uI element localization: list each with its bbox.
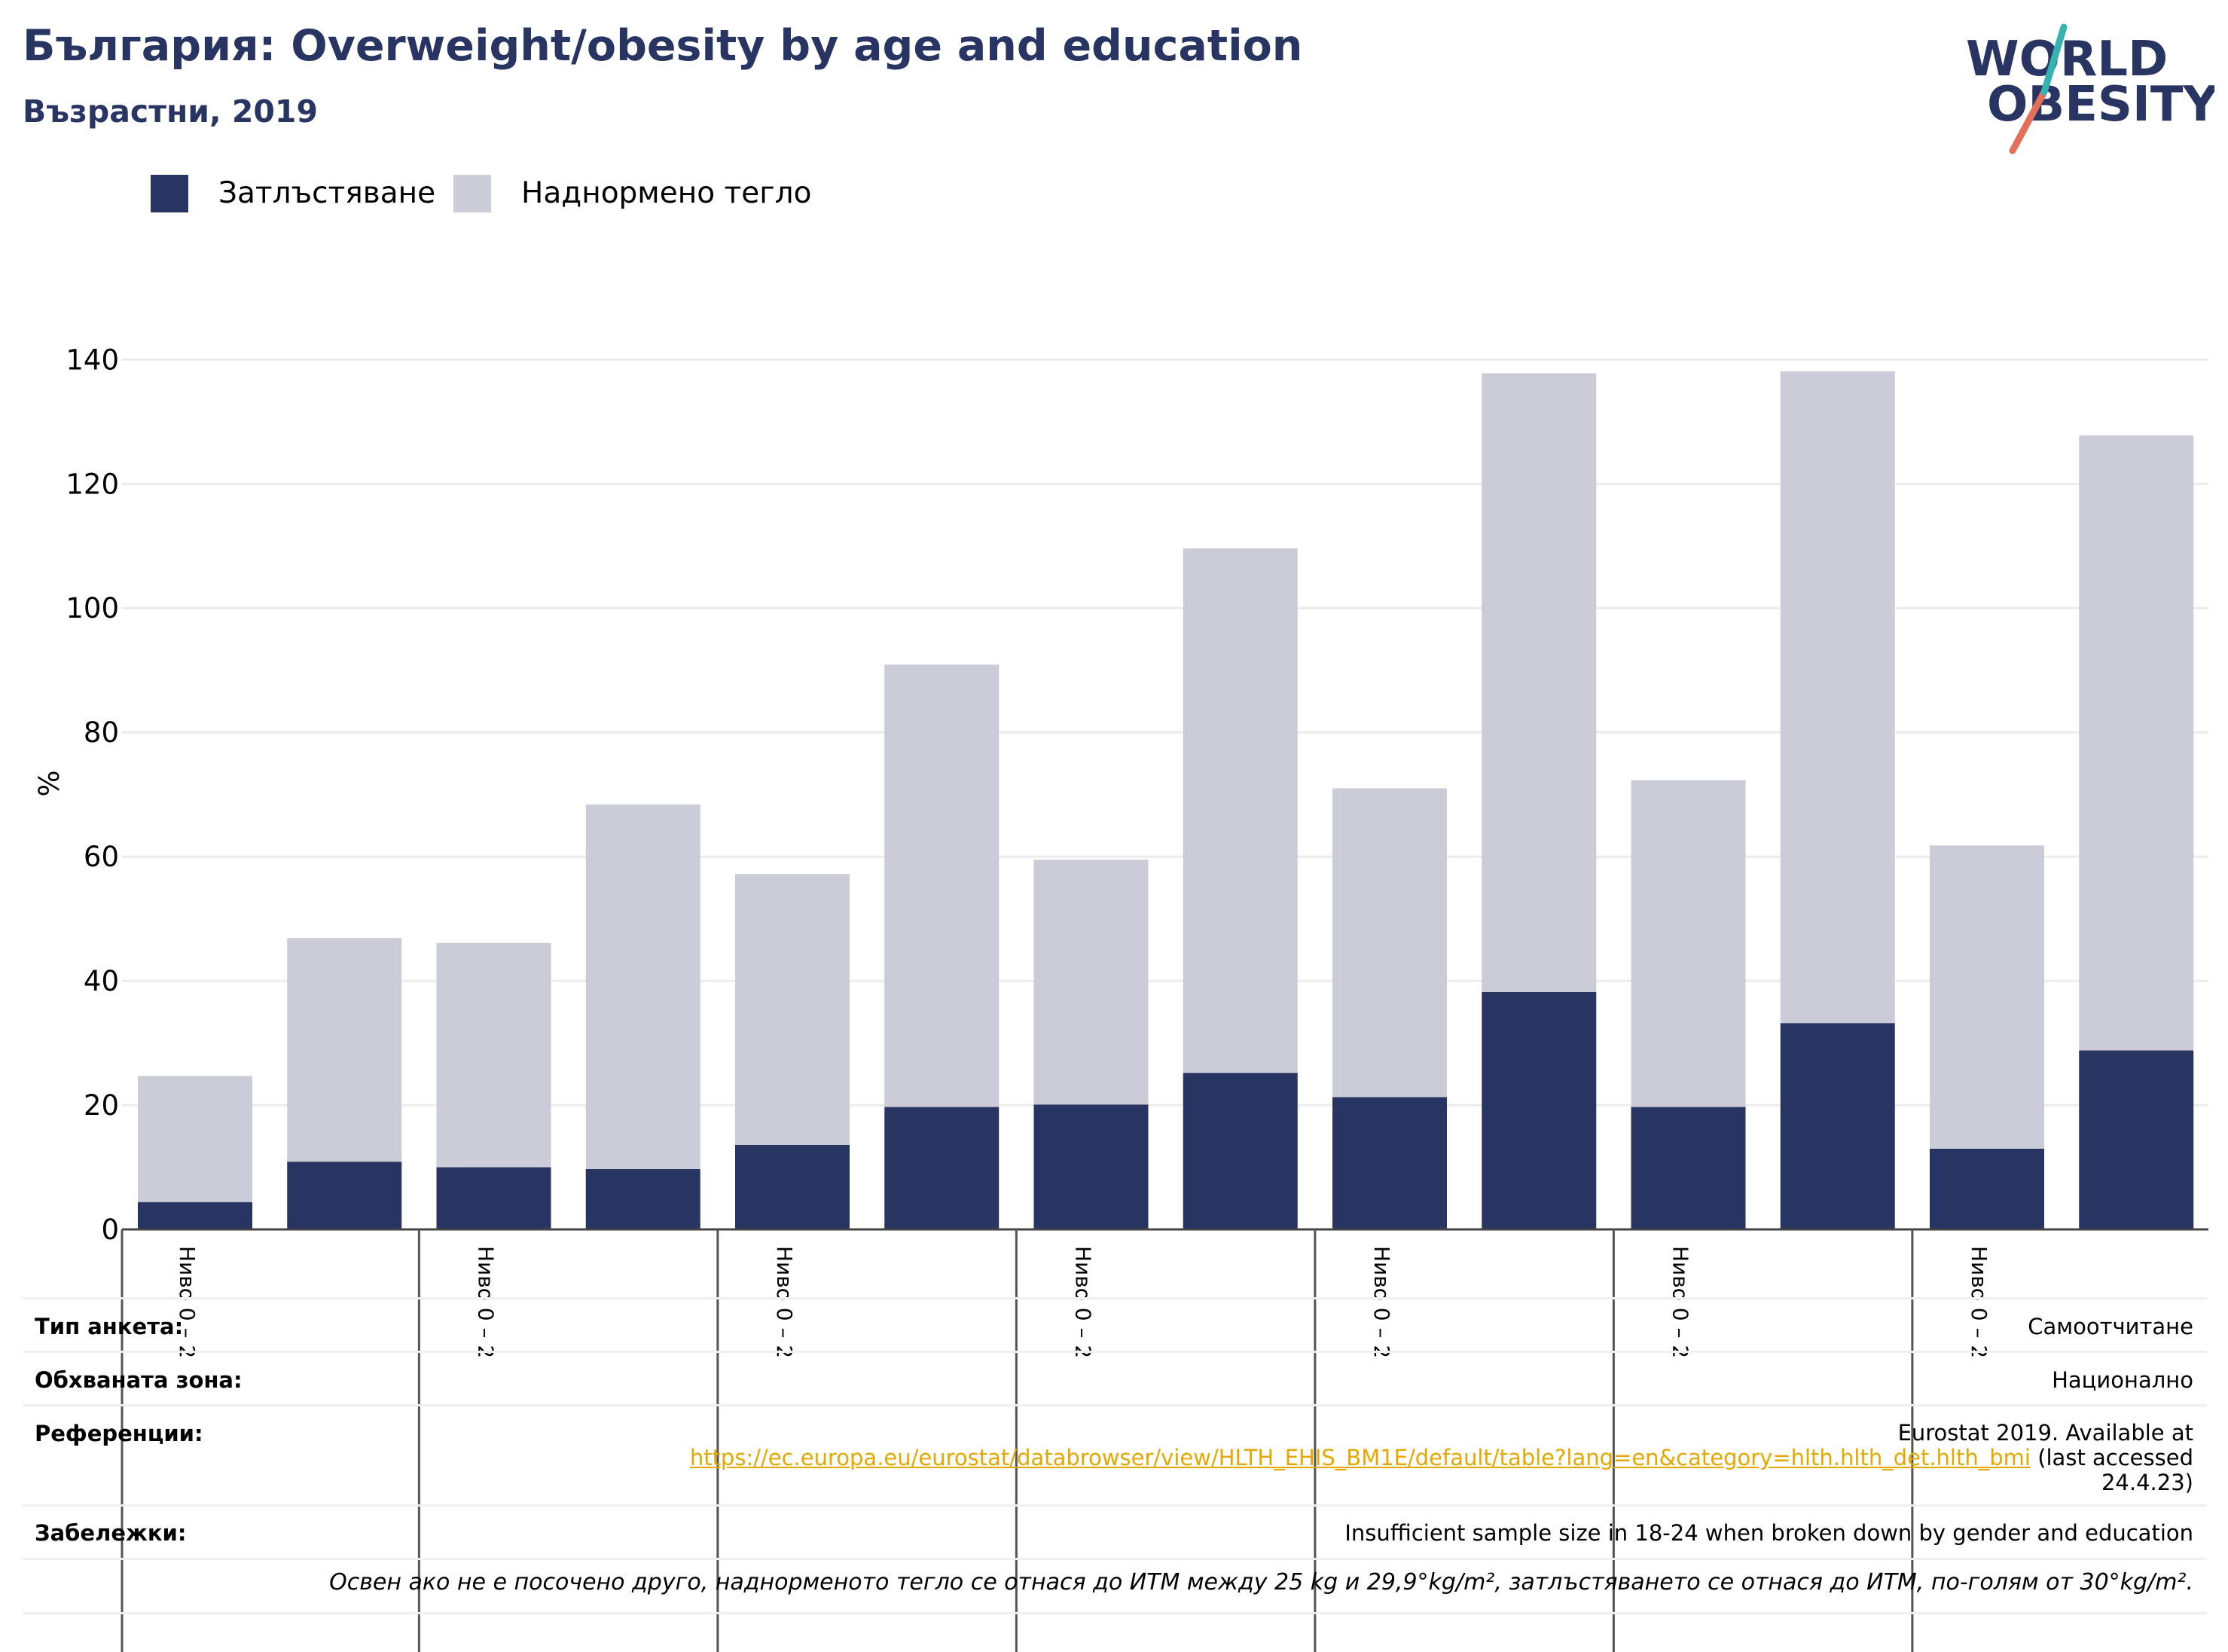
references-label: Референции: [35,1421,203,1446]
survey-type-label: Тип анкета: [35,1314,184,1339]
legend-swatch-obesity [151,175,188,212]
x-category-label: Ниво 0 – 2 [1967,1246,1991,1358]
y-axis: 0 20 40 60 80 100 120 140 [66,344,119,1246]
references-value: Eurostat 2019. Available at https://ec.e… [690,1421,2193,1495]
bar-obesity [1183,1073,1298,1229]
table-divider [23,1297,2207,1299]
y-tick-label: 100 [66,592,119,624]
references-tail: (last accessed [2037,1445,2193,1470]
bar-obesity [585,1168,700,1229]
x-category-label: Ниво 0 – 2 [1668,1246,1693,1358]
bar-overweight [1631,780,1746,1107]
bar-overweight [287,938,402,1162]
table-divider [23,1351,2207,1353]
world-obesity-logo: WORLD OBESITY [1966,23,2214,154]
bar-obesity [436,1167,551,1229]
references-date: 24.4.23) [2101,1470,2193,1495]
x-axis: Ниво 0 – 2 Ниво 0 – 2 Ниво 0 – 2 Ниво 0 – 2… [121,1228,2208,1652]
bar-overweight [1332,788,1447,1098]
bar-overweight [1033,860,1149,1105]
x-category-label: Ниво 0 – 2 [1071,1246,1096,1358]
coverage-label: Обхваната зона: [35,1367,243,1393]
bar-overweight [735,874,850,1145]
bar-overweight [138,1076,252,1202]
legend-swatch-overweight [453,175,491,212]
bar-obesity [1033,1104,1149,1229]
y-axis-label: % [33,770,66,796]
logo-slash-red [2009,88,2048,154]
y-tick-label: 140 [66,344,119,376]
bar-obesity [1482,991,1597,1229]
logo-line1: WORLD [1966,32,2168,87]
table-divider [23,1504,2207,1507]
definition-note: Освен ако не е посочено друго, наднормен… [329,1569,2193,1596]
y-tick-label: 120 [66,468,119,500]
bar-obesity [1631,1107,1746,1229]
y-tick-label: 40 [84,965,119,997]
chart-title: България: Overweight/obesity by age and … [23,21,1303,71]
bars [138,371,2194,1229]
y-tick-label: 80 [84,716,119,749]
bar-overweight [1780,371,1895,1024]
bar-overweight [436,942,551,1168]
legend-label-obesity: Затлъстяване [218,176,436,210]
bar-obesity [138,1202,252,1229]
y-tick-label: 20 [84,1089,119,1122]
gridlines [122,358,2208,1107]
table-divider [23,1558,2207,1560]
bar-obesity [2079,1050,2194,1229]
bar-overweight [585,804,700,1169]
notes-label: Забележки: [35,1520,187,1546]
legend-label-overweight: Наднормено тегло [521,176,812,210]
references-line1: Eurostat 2019. Available at [1897,1420,2193,1446]
bar-overweight [884,664,1000,1107]
bar-obesity [1332,1097,1447,1229]
y-tick-label: 0 [101,1214,119,1246]
bar-obesity [1930,1148,2044,1229]
references-link[interactable]: https://ec.europa.eu/eurostat/databrowse… [689,1445,2031,1470]
bar-overweight [2079,435,2194,1051]
bar-obesity [1780,1023,1895,1229]
x-category-label: Ниво 0 – 2 [474,1246,499,1358]
x-category-label: Ниво 0 – 2 [175,1246,200,1358]
survey-type-value: Самоотчитане [2028,1314,2193,1339]
coverage-value: Национално [2052,1367,2193,1393]
bar-obesity [287,1162,402,1229]
bar-obesity [735,1144,850,1229]
x-category-label: Ниво 0 – 2 [772,1246,797,1358]
chart-subtitle: Възрастни, 2019 [23,93,318,130]
y-tick-label: 60 [84,841,119,873]
logo-slash-teal [2040,23,2068,96]
bar-overweight [1482,373,1597,992]
references-line2: https://ec.europa.eu/eurostat/databrowse… [690,1446,2193,1470]
table-divider [23,1404,2207,1406]
bar-obesity [884,1107,1000,1229]
bar-overweight [1930,845,2044,1149]
notes-value: Insufficient sample size in 18-24 when b… [1344,1520,2193,1546]
table-divider [23,1612,2207,1614]
bar-overweight [1183,548,1298,1073]
x-category-label: Ниво 0 – 2 [1369,1246,1394,1358]
